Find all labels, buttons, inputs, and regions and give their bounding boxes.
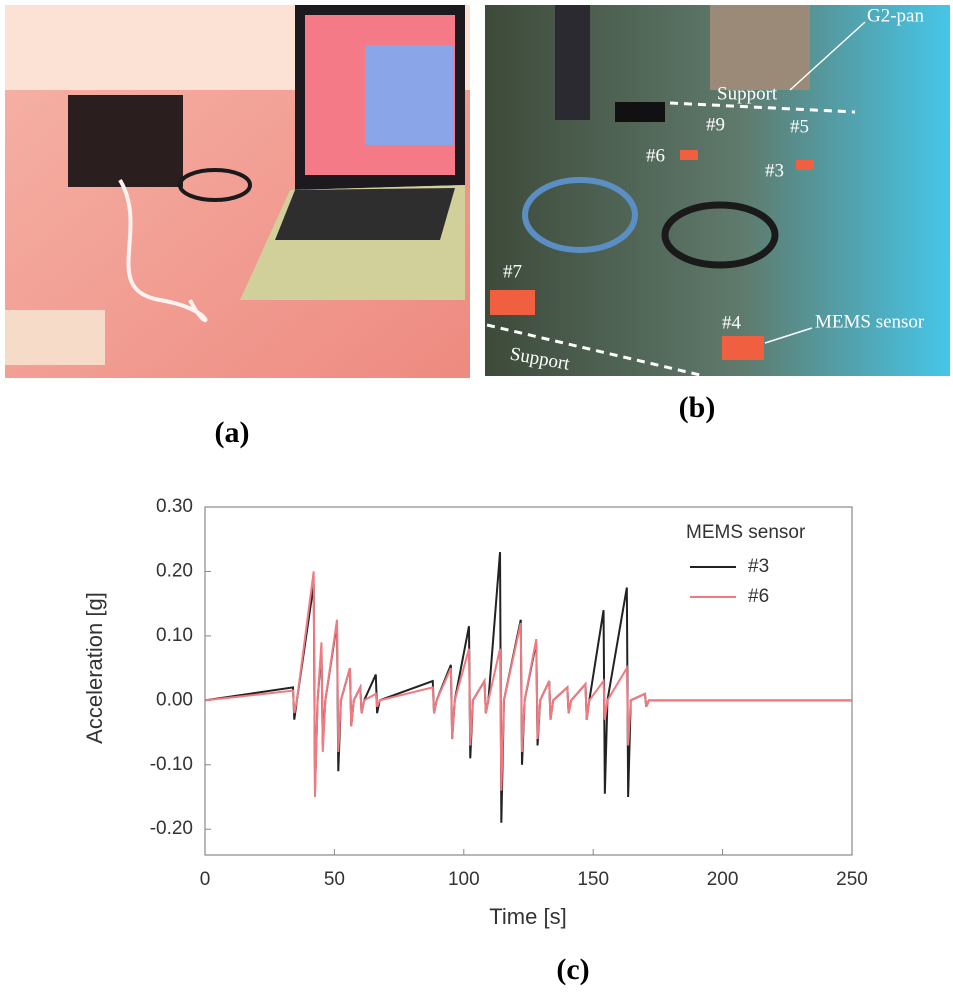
y-tick-label: 0.30 xyxy=(156,496,193,517)
photo-label: #6 xyxy=(646,145,665,166)
legend-label: #3 xyxy=(748,556,769,577)
x-tick-label: 100 xyxy=(448,869,480,890)
x-tick-label: 200 xyxy=(707,869,739,890)
y-axis-label: Acceleration [g] xyxy=(82,592,107,744)
legend-title: MEMS sensor xyxy=(686,522,806,543)
photo-label: G2-pan xyxy=(867,5,924,26)
page: {"panel_a": {"caption": "(a)"}, "panel_b… xyxy=(0,0,953,998)
photo-label: MEMS sensor xyxy=(815,311,925,332)
x-tick-label: 150 xyxy=(577,869,609,890)
photo-label: #4 xyxy=(722,312,742,333)
x-tick-label: 250 xyxy=(836,869,868,890)
photo-label: #5 xyxy=(790,116,809,137)
y-tick-label: -0.10 xyxy=(150,754,193,775)
x-axis-label: Time [s] xyxy=(489,904,566,929)
y-tick-label: -0.20 xyxy=(150,818,193,839)
y-tick-label: 0.00 xyxy=(156,689,193,710)
x-tick-label: 0 xyxy=(200,869,211,890)
photo-label: #9 xyxy=(706,114,725,135)
photo-label: Support xyxy=(717,83,778,104)
caption: (a) xyxy=(215,416,250,449)
photo-a xyxy=(5,5,470,378)
y-tick-label: 0.10 xyxy=(156,625,193,646)
caption: (b) xyxy=(679,391,716,424)
legend-label: #6 xyxy=(748,586,769,607)
caption: (c) xyxy=(556,953,589,986)
photo-label: #7 xyxy=(503,261,522,282)
figure: G2-pan Support #9 #5 #6 #3 #7 #4 MEMS se… xyxy=(0,0,953,998)
y-tick-label: 0.20 xyxy=(156,560,193,581)
x-tick-label: 50 xyxy=(324,869,345,890)
photo-label: #3 xyxy=(765,160,784,181)
